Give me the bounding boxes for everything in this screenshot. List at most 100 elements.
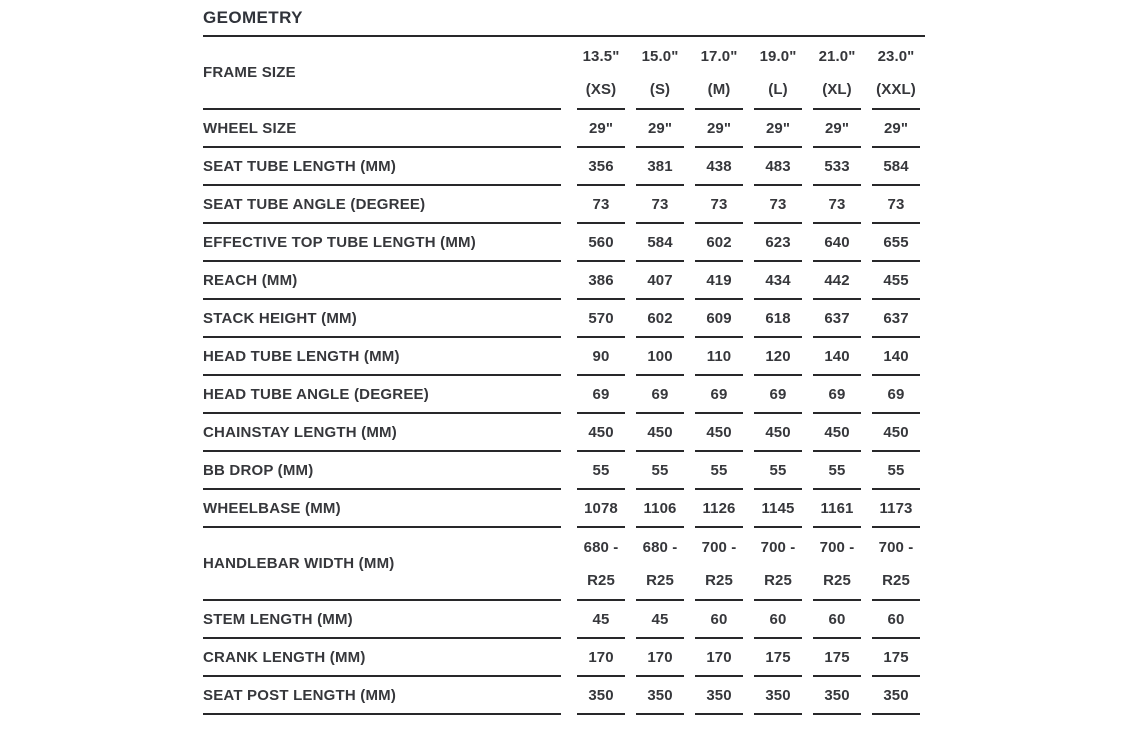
value-cell: 13.5" (XS) bbox=[577, 37, 625, 110]
value-cell: 1078 bbox=[577, 490, 625, 528]
value-text: 69 bbox=[710, 385, 728, 403]
value-text: 350 bbox=[588, 686, 614, 704]
value-text: 73 bbox=[828, 195, 846, 213]
value-text: 140 bbox=[824, 347, 850, 365]
value-text: 700 - R25 bbox=[760, 538, 796, 589]
value-text: 170 bbox=[588, 648, 614, 666]
value-cell: 73 bbox=[695, 186, 743, 224]
value-text: 69 bbox=[651, 385, 669, 403]
row-values: 350 350 350 350 350 350 bbox=[561, 677, 925, 715]
value-text: 640 bbox=[824, 233, 850, 251]
value-cell: 560 bbox=[577, 224, 625, 262]
value-cell: 55 bbox=[754, 452, 802, 490]
value-text: 45 bbox=[592, 610, 610, 628]
value-cell: 55 bbox=[872, 452, 920, 490]
value-text: 23.0" (XXL) bbox=[876, 47, 916, 98]
value-text: 19.0" (L) bbox=[759, 47, 797, 98]
value-text: 356 bbox=[588, 157, 614, 175]
table-row: STEM LENGTH (MM) 45 45 60 60 60 60 bbox=[203, 601, 925, 639]
value-cell: 584 bbox=[872, 148, 920, 186]
value-text: 29" bbox=[647, 119, 673, 137]
value-text: 450 bbox=[765, 423, 791, 441]
row-label: FRAME SIZE bbox=[203, 37, 561, 110]
value-cell: 350 bbox=[754, 677, 802, 715]
table-row: FRAME SIZE 13.5" (XS) 15.0" (S) 17.0" (M) 1… bbox=[203, 37, 925, 110]
value-text: 60 bbox=[887, 610, 905, 628]
value-cell: 584 bbox=[636, 224, 684, 262]
value-cell: 1145 bbox=[754, 490, 802, 528]
value-cell: 55 bbox=[813, 452, 861, 490]
value-text: 623 bbox=[765, 233, 791, 251]
value-text: 55 bbox=[769, 461, 787, 479]
value-text: 60 bbox=[710, 610, 728, 628]
table-row: REACH (MM) 386 407 419 434 442 455 bbox=[203, 262, 925, 300]
value-cell: 450 bbox=[695, 414, 743, 452]
value-text: 442 bbox=[824, 271, 850, 289]
value-cell: 175 bbox=[813, 639, 861, 677]
value-cell: 69 bbox=[636, 376, 684, 414]
row-label: WHEELBASE (MM) bbox=[203, 490, 561, 528]
row-values: 69 69 69 69 69 69 bbox=[561, 376, 925, 414]
value-text: 29" bbox=[883, 119, 909, 137]
value-text: 55 bbox=[710, 461, 728, 479]
value-text: 140 bbox=[883, 347, 909, 365]
row-values: 13.5" (XS) 15.0" (S) 17.0" (M) 19.0" (L) 21.… bbox=[561, 37, 925, 110]
row-label: HEAD TUBE ANGLE (DEGREE) bbox=[203, 376, 561, 414]
value-cell: 69 bbox=[577, 376, 625, 414]
value-text: 175 bbox=[765, 648, 791, 666]
value-cell: 15.0" (S) bbox=[636, 37, 684, 110]
value-cell: 170 bbox=[577, 639, 625, 677]
row-label: SEAT TUBE LENGTH (MM) bbox=[203, 148, 561, 186]
value-text: 700 - R25 bbox=[819, 538, 855, 589]
value-text: 21.0" (XL) bbox=[818, 47, 856, 98]
row-values: 356 381 438 483 533 584 bbox=[561, 148, 925, 186]
table-row: SEAT TUBE LENGTH (MM) 356 381 438 483 533 584 bbox=[203, 148, 925, 186]
value-text: 350 bbox=[647, 686, 673, 704]
value-text: 55 bbox=[592, 461, 610, 479]
value-text: 15.0" (S) bbox=[641, 47, 679, 98]
value-text: 450 bbox=[647, 423, 673, 441]
value-cell: 350 bbox=[695, 677, 743, 715]
table-row: HEAD TUBE LENGTH (MM) 90 100 110 120 140 140 bbox=[203, 338, 925, 376]
row-label: WHEEL SIZE bbox=[203, 110, 561, 148]
value-text: 29" bbox=[706, 119, 732, 137]
value-text: 69 bbox=[828, 385, 846, 403]
value-cell: 170 bbox=[636, 639, 684, 677]
value-text: 584 bbox=[647, 233, 673, 251]
value-cell: 110 bbox=[695, 338, 743, 376]
value-cell: 21.0" (XL) bbox=[813, 37, 861, 110]
value-cell: 29" bbox=[872, 110, 920, 148]
value-text: 450 bbox=[588, 423, 614, 441]
table-row: HANDLEBAR WIDTH (MM) 680 - R25 680 - R25 7… bbox=[203, 528, 925, 601]
value-cell: 90 bbox=[577, 338, 625, 376]
value-cell: 680 - R25 bbox=[636, 528, 684, 601]
value-text: 69 bbox=[769, 385, 787, 403]
value-text: 450 bbox=[824, 423, 850, 441]
value-text: 110 bbox=[706, 347, 732, 365]
row-label: BB DROP (MM) bbox=[203, 452, 561, 490]
value-cell: 120 bbox=[754, 338, 802, 376]
value-cell: 45 bbox=[577, 601, 625, 639]
value-text: 560 bbox=[588, 233, 614, 251]
row-values: 570 602 609 618 637 637 bbox=[561, 300, 925, 338]
value-cell: 407 bbox=[636, 262, 684, 300]
value-text: 55 bbox=[828, 461, 846, 479]
value-cell: 60 bbox=[813, 601, 861, 639]
value-cell: 442 bbox=[813, 262, 861, 300]
table-row: EFFECTIVE TOP TUBE LENGTH (MM) 560 584 602… bbox=[203, 224, 925, 262]
value-cell: 386 bbox=[577, 262, 625, 300]
value-cell: 356 bbox=[577, 148, 625, 186]
row-label: CRANK LENGTH (MM) bbox=[203, 639, 561, 677]
value-cell: 637 bbox=[872, 300, 920, 338]
value-text: 73 bbox=[651, 195, 669, 213]
value-text: 700 - R25 bbox=[878, 538, 914, 589]
row-label: STEM LENGTH (MM) bbox=[203, 601, 561, 639]
value-text: 100 bbox=[647, 347, 673, 365]
table-row: CHAINSTAY LENGTH (MM) 450 450 450 450 450 450 bbox=[203, 414, 925, 452]
row-values: 73 73 73 73 73 73 bbox=[561, 186, 925, 224]
value-text: 73 bbox=[887, 195, 905, 213]
value-cell: 438 bbox=[695, 148, 743, 186]
value-text: 637 bbox=[824, 309, 850, 327]
value-cell: 381 bbox=[636, 148, 684, 186]
